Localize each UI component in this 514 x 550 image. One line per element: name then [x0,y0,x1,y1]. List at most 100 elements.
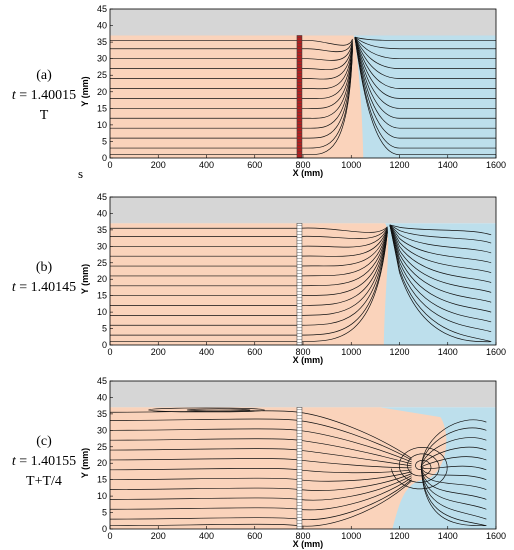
y-tick-label: 45 [97,192,107,202]
x-tick-label: 1200 [389,531,409,541]
x-tick-label: 800 [295,160,310,170]
streamline [110,38,353,46]
streamline [110,475,412,501]
streamline [110,45,353,109]
streamline [420,466,487,510]
streamline [354,36,496,60]
baffle-screen [296,407,303,530]
streamline [110,229,388,287]
x-tick-label: 1400 [438,160,458,170]
y-tick-label: 30 [97,241,107,251]
y-tick-label: 5 [102,324,107,334]
y-tick-label: 40 [97,392,107,402]
x-tick-label: 200 [151,160,166,170]
streamline [110,42,353,80]
x-tick-label: 1600 [486,347,506,357]
liquid-left-region [110,407,447,529]
panel-b-time: t = 1.40145 [11,280,77,295]
x-tick-label: 0 [107,531,112,541]
streamline [354,37,496,119]
x-tick-label: 0 [107,160,112,170]
y-tick-label: 45 [97,376,107,386]
y-axis-label: Y (mm) [80,76,90,106]
streamline [354,37,496,129]
streamline [110,228,388,267]
streamline [389,224,492,333]
y-tick-label: 0 [102,340,107,350]
y-tick-label: 25 [97,70,107,80]
streamline [420,466,487,490]
x-tick-label: 200 [151,531,166,541]
x-axis-label: X (mm) [293,355,324,365]
air-band [110,197,496,224]
x-tick-label: 1200 [389,160,409,170]
streamline [354,37,496,79]
y-tick-label: 5 [102,136,107,146]
panel-b-plot: 0 200 400 600 800 1000 1200 1400 1600 0 5 10 15 20 25 3… [80,192,506,365]
liquid-left-region [110,35,364,158]
vortex-spiral [391,447,448,490]
panel-b-label: (b) t = 1.40145 [4,258,84,298]
y-tick-label: 15 [97,475,107,485]
panel-c-letter: (c) [36,434,52,449]
streamline [110,48,353,139]
y-tick-label: 35 [97,37,107,47]
y-tick-label: 45 [97,4,107,14]
y-axis-label: Y (mm) [80,448,90,478]
streamline [110,230,388,306]
streamline [389,224,492,303]
x-axis-label: X (mm) [293,168,324,178]
streamline [420,466,487,520]
y-tick-label: 40 [97,21,107,31]
y-tick-label: 40 [97,208,107,218]
streamline [110,228,388,277]
x-tick-label: 1400 [438,531,458,541]
panel-a-letter: (a) [36,68,52,83]
streamline [110,229,388,297]
streamline [110,471,412,482]
x-tick-label: 600 [247,347,262,357]
streamline [110,231,388,326]
streamline [110,39,353,53]
streamline [389,224,492,343]
streamline [110,230,388,316]
x-tick-label: 1400 [438,347,458,357]
panel-a-time: t = 1.40015 [11,88,77,103]
panel-c-label: (c) t = 1.40155 T+T/4 [4,432,84,492]
streamline [354,36,496,69]
x-tick-label: 800 [295,347,310,357]
streamline [354,37,496,89]
streamline [420,419,487,467]
panel-c-plot: 0 200 400 600 800 1000 1200 1400 1600 0 5 10 15 20 25 3… [80,376,506,549]
y-tick-label: 15 [97,103,107,113]
y-tick-label: 35 [97,409,107,419]
x-tick-label: 800 [295,531,310,541]
streamline [110,438,412,465]
x-tick-label: 600 [247,160,262,170]
y-tick-label: 25 [97,258,107,268]
liquid-left-region [110,223,389,345]
streamline [110,47,353,129]
streamline [420,446,487,467]
streamline [110,40,353,61]
streamline [420,427,487,467]
y-tick-label: 25 [97,442,107,452]
streamline [354,36,496,50]
y-tick-label: 20 [97,87,107,97]
y-tick-label: 10 [97,307,107,317]
recirculation-eddy [186,408,251,412]
streamline [389,224,492,244]
streamline [389,224,492,283]
y-tick-label: 10 [97,120,107,130]
y-tick-label: 15 [97,291,107,301]
streamline [389,224,492,264]
streamlines [110,36,496,156]
panel-c-time-value: 1.40155 [30,454,77,469]
panel-b-letter: (b) [35,260,53,275]
streamline [110,231,388,336]
streamline [110,44,353,99]
panel-c-time: t = 1.40155 [11,454,77,469]
streamline [354,37,496,99]
